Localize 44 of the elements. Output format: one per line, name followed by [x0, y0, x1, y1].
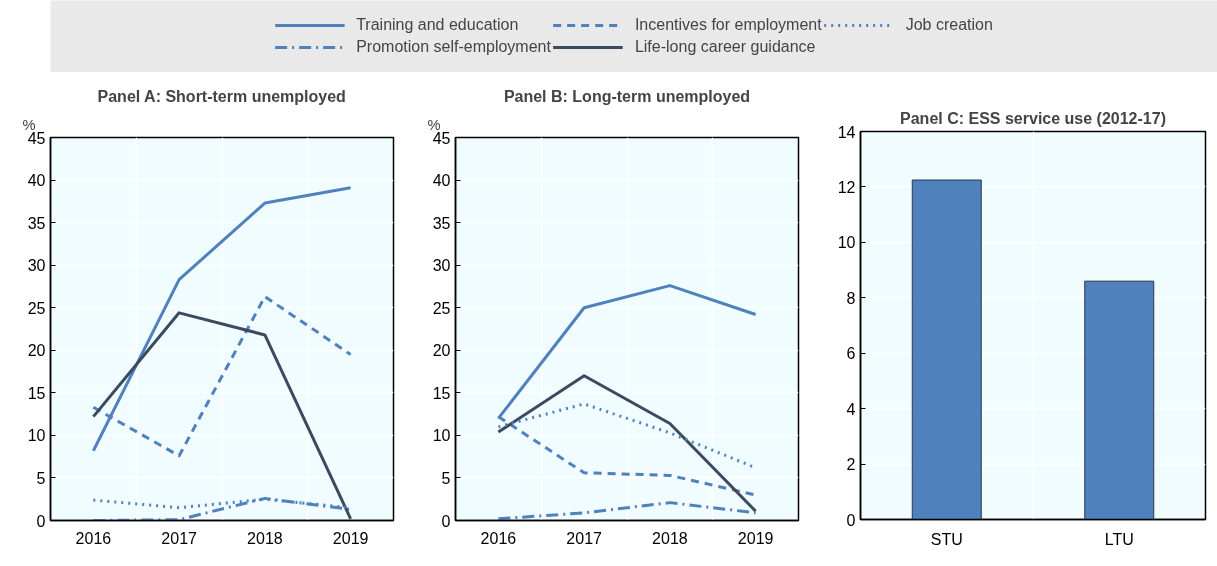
x-tick-label: 2016 — [480, 529, 517, 547]
y-tick-label: 40 — [432, 172, 451, 190]
x-tick-label: 2017 — [161, 529, 198, 547]
y-tick-label: 30 — [27, 257, 46, 275]
legend-label: Job creation — [905, 16, 993, 34]
chart-title: Panel A: Short-term unemployed — [97, 87, 346, 105]
y-tick-label: 10 — [432, 427, 451, 445]
y-tick-label: 15 — [432, 384, 451, 402]
y-tick-label: 10 — [27, 427, 46, 445]
x-tick-label: 2019 — [332, 529, 369, 547]
y-tick-label: 20 — [432, 342, 451, 360]
y-tick-label: 40 — [27, 172, 46, 190]
y-tick-label: 25 — [27, 299, 46, 317]
y-tick-label: 20 — [27, 342, 46, 360]
y-tick-label: 0 — [441, 512, 451, 530]
y-tick-label: 5 — [36, 469, 46, 487]
y-tick-label: 0 — [846, 511, 856, 529]
legend-label: Training and education — [356, 16, 519, 34]
y-tick-label: 35 — [27, 214, 46, 232]
legend-label: Incentives for employment — [634, 16, 822, 34]
y-tick-label: 15 — [27, 384, 46, 402]
y-tick-label: 35 — [432, 214, 451, 232]
x-tick-label: 2016 — [75, 529, 112, 547]
x-tick-label: 2019 — [737, 529, 774, 547]
x-tick-label: 2017 — [566, 529, 603, 547]
legend-label: Life-long career guidance — [634, 38, 816, 56]
y-tick-label: 8 — [846, 289, 856, 307]
chart-title: Panel C: ESS service use (2012-17) — [900, 109, 1166, 127]
y-tick-label: 6 — [846, 345, 856, 363]
y-tick-label: 25 — [432, 299, 451, 317]
x-tick-label: LTU — [1104, 530, 1134, 548]
legend-label: Promotion self-employment — [356, 38, 551, 56]
x-tick-label: 2018 — [247, 529, 283, 547]
y-tick-label: 0 — [36, 512, 46, 530]
y-tick-label: 12 — [837, 178, 856, 196]
x-tick-label: 2018 — [652, 529, 688, 547]
y-tick-label: 5 — [441, 469, 451, 487]
y-tick-label: 14 — [837, 123, 856, 141]
y-tick-label: 4 — [846, 400, 856, 418]
y-tick-label: 2 — [846, 456, 856, 474]
y-tick-label: 30 — [432, 257, 451, 275]
y-tick-label: 10 — [837, 234, 856, 252]
x-tick-label: STU — [930, 530, 963, 548]
chart-title: Panel B: Long-term unemployed — [503, 87, 751, 105]
